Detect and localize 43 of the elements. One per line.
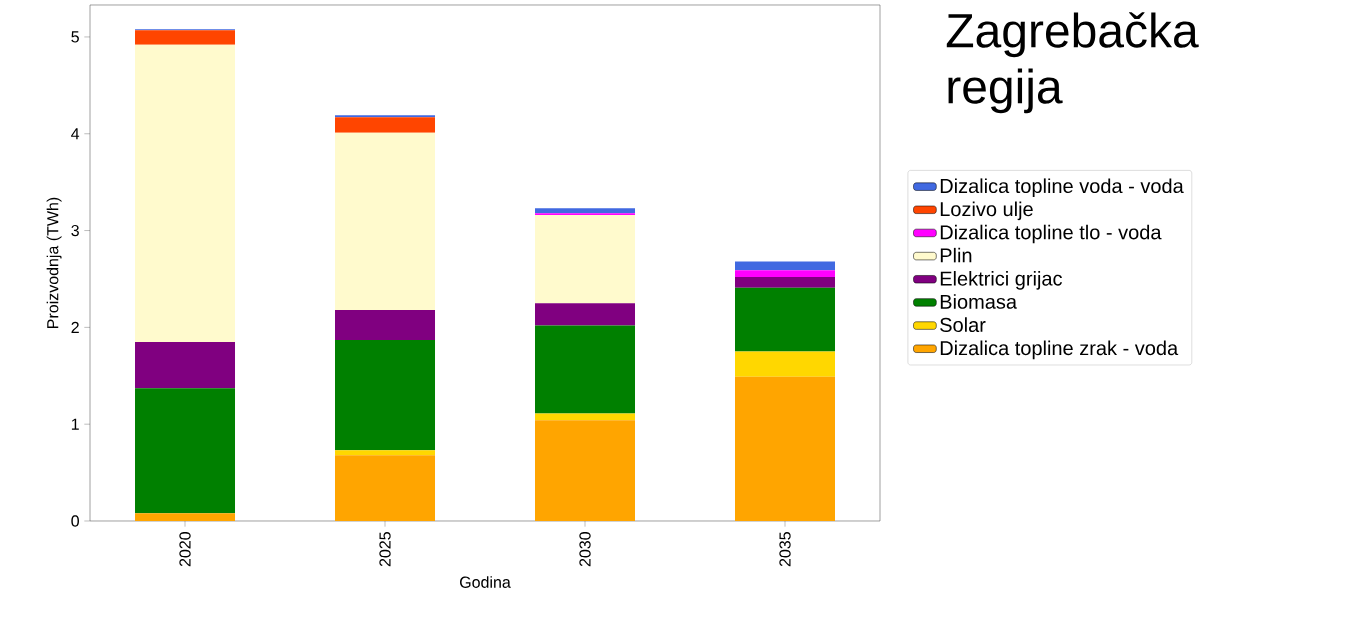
bar: [735, 376, 835, 521]
bar: [735, 277, 835, 288]
bar: [335, 450, 436, 456]
bar: [535, 420, 636, 521]
x-axis-title: Godina: [460, 576, 511, 588]
x-tick-label: 2035: [779, 532, 791, 567]
bar: [335, 117, 436, 133]
bar: [335, 309, 436, 340]
legend-label: Dizalica topline zrak - voda: [940, 340, 1179, 360]
y-tick-label: 4: [71, 128, 80, 140]
bar: [535, 325, 636, 414]
y-tick-label: 5: [71, 31, 79, 43]
bar: [135, 44, 236, 342]
bar: [335, 132, 436, 310]
x-tick-label: 2020: [179, 532, 191, 567]
y-tick-label: 1: [71, 418, 79, 430]
legend-label: Lozivo ulje: [940, 201, 1033, 221]
legend-label: Solar: [940, 317, 986, 333]
bar: [135, 388, 236, 514]
legend-label: Plin: [940, 247, 972, 263]
x-tick-label: 2030: [579, 532, 591, 567]
bar: [335, 339, 436, 451]
bar: [535, 215, 636, 304]
bar: [535, 303, 636, 326]
legend-label: Dizalica topline voda - voda: [940, 178, 1184, 198]
bar: [735, 287, 835, 352]
bar: [135, 513, 236, 521]
bar: [735, 270, 835, 278]
bar: [735, 351, 835, 377]
y-tick-label: 3: [71, 224, 79, 237]
y-tick-label: 0: [71, 515, 79, 527]
bar: [135, 30, 236, 45]
bar: [535, 208, 636, 214]
x-tick-label: 2025: [379, 532, 391, 567]
bar: [135, 341, 236, 389]
legend-label: Dizalica topline tlo - voda: [940, 224, 1162, 244]
bar: [335, 455, 436, 521]
bar: [735, 261, 835, 271]
legend-label: Elektrici grijac: [940, 271, 1063, 290]
y-axis-title: Proizvodnja (TWh): [46, 197, 62, 328]
y-tick-label: 2: [71, 321, 79, 333]
legend-label: Biomasa: [940, 294, 1018, 309]
text: Zagrebačka regija: [946, 12, 1199, 114]
